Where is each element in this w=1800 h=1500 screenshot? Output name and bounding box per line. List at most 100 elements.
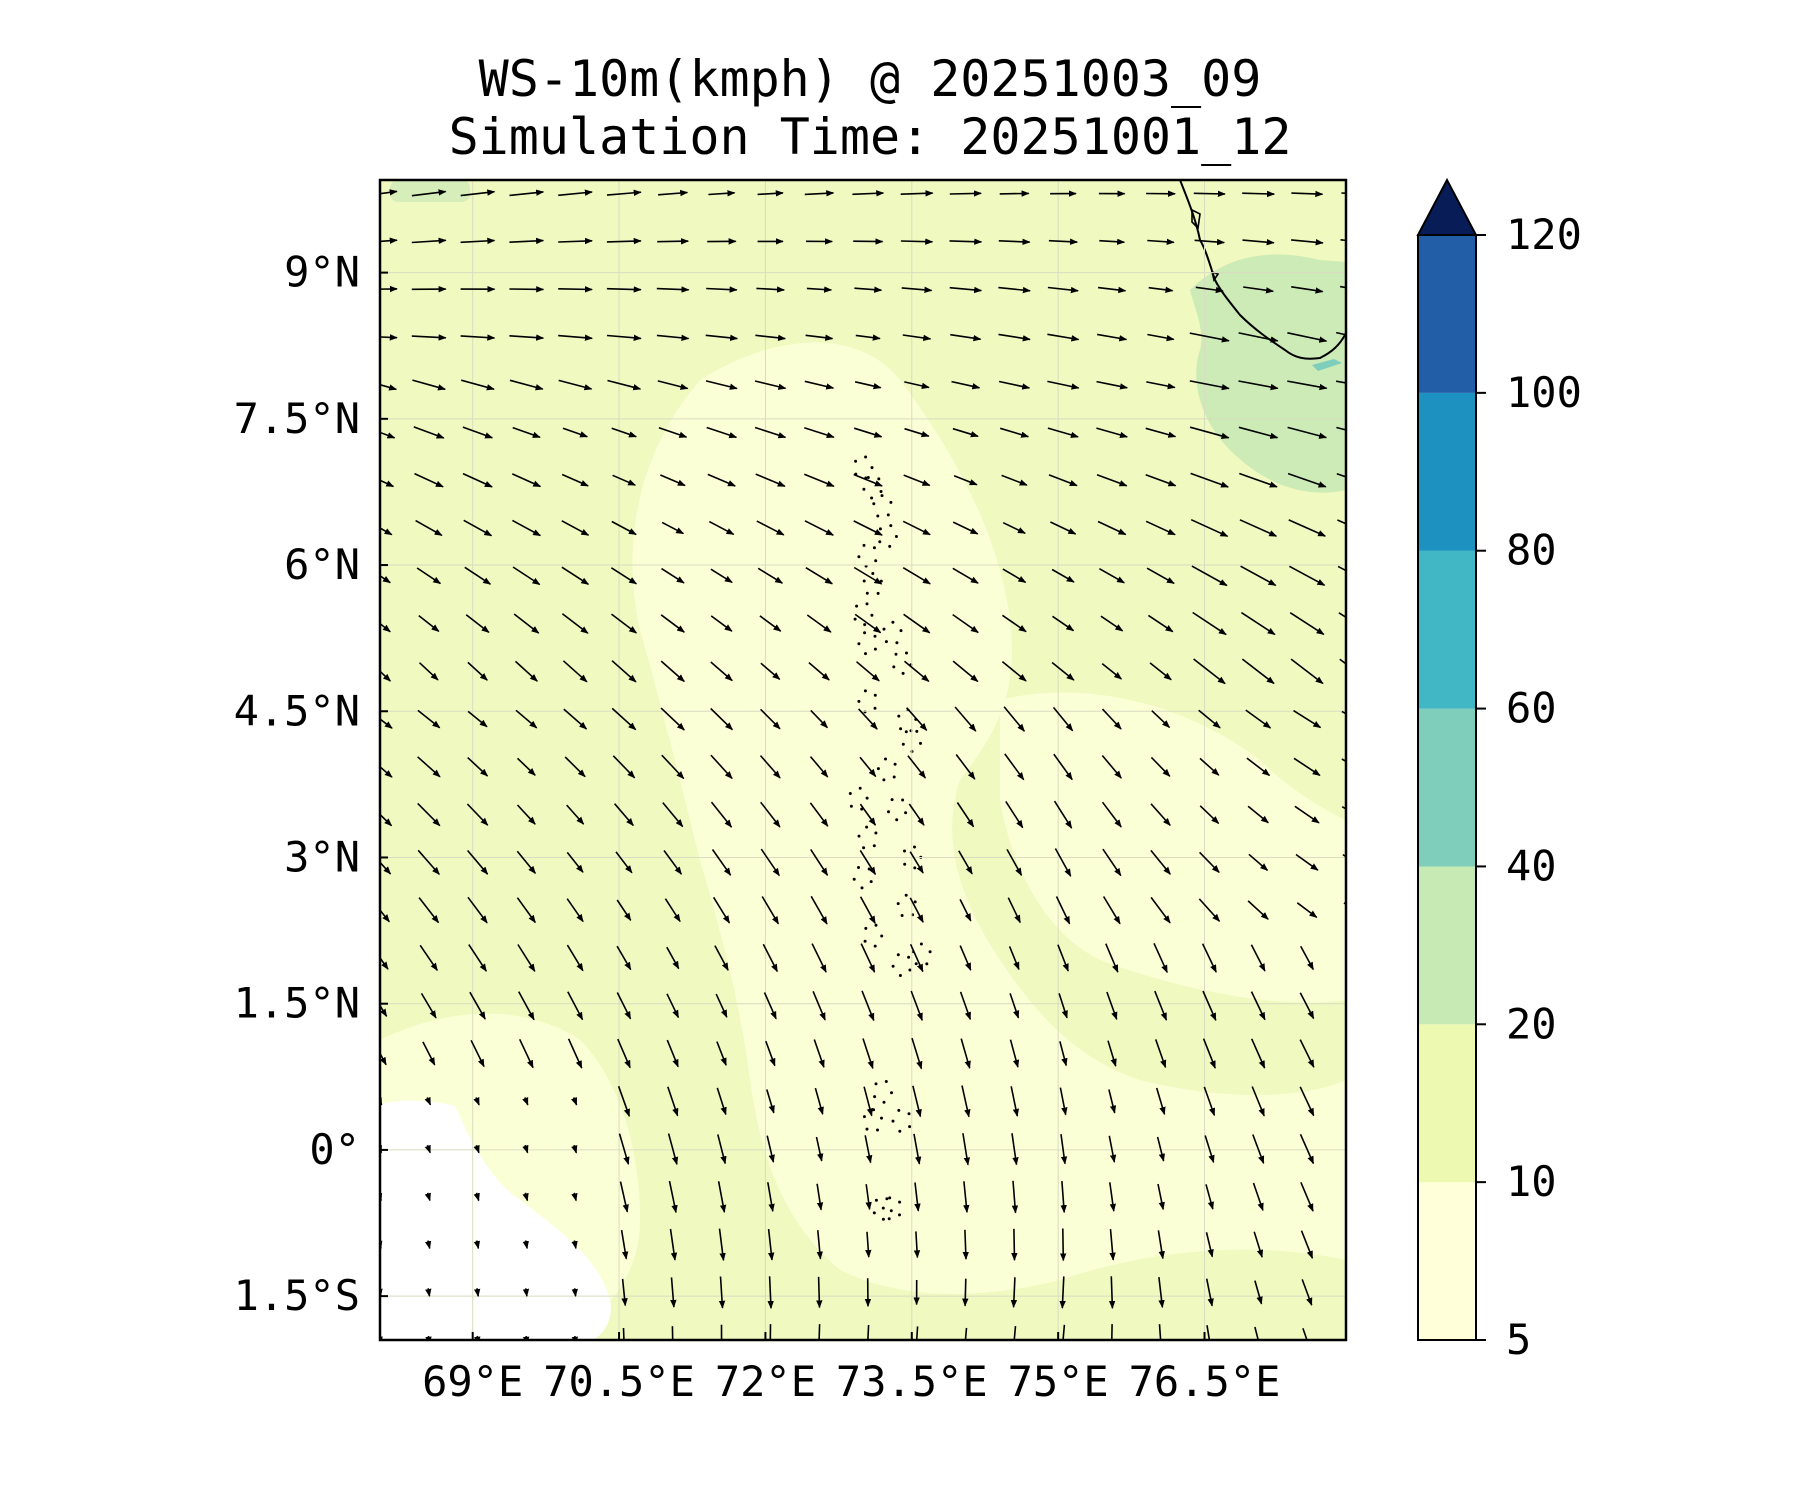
wind-vector bbox=[804, 426, 835, 439]
wind-vector bbox=[417, 709, 441, 729]
wind-vector bbox=[1148, 286, 1174, 293]
x-tick-label: 75°E bbox=[1008, 1357, 1109, 1406]
wind-vector bbox=[1059, 1276, 1066, 1309]
wind-vector bbox=[712, 896, 731, 924]
wind-vector bbox=[1199, 805, 1220, 824]
atoll-dot bbox=[865, 602, 869, 606]
wind-vector bbox=[1337, 565, 1346, 572]
wind-vector bbox=[666, 946, 680, 970]
wind-vector bbox=[1106, 991, 1118, 1021]
wind-vector bbox=[955, 754, 976, 780]
wind-vector bbox=[1006, 849, 1023, 876]
atoll-dot bbox=[882, 778, 886, 782]
wind-vector bbox=[1150, 896, 1171, 924]
wind-vector bbox=[1238, 380, 1279, 391]
wind-vector bbox=[1051, 568, 1075, 583]
wind-vector bbox=[606, 286, 642, 293]
wind-vector bbox=[1060, 1134, 1068, 1165]
wind-vector bbox=[1156, 1136, 1165, 1162]
wind-vector bbox=[1247, 900, 1269, 920]
wind-vector bbox=[380, 479, 395, 488]
atoll-dot bbox=[860, 886, 864, 890]
wind-vector bbox=[855, 661, 880, 682]
wind-vector bbox=[867, 1324, 870, 1340]
wind-vector bbox=[1050, 521, 1077, 535]
atoll-dot bbox=[889, 1209, 893, 1213]
wind-vector bbox=[516, 757, 536, 776]
wind-vector bbox=[754, 426, 787, 439]
wind-vector bbox=[522, 1240, 529, 1250]
wind-vector bbox=[1202, 990, 1217, 1022]
wind-vector bbox=[859, 756, 877, 778]
wind-vector bbox=[1048, 474, 1078, 487]
chart-title: WS-10m(kmph) @ 20251003_09 bbox=[478, 50, 1262, 108]
wind-vector bbox=[1336, 331, 1346, 336]
wind-vector bbox=[414, 472, 444, 488]
wind-vector bbox=[607, 379, 642, 391]
atoll-dot bbox=[874, 559, 878, 563]
atoll-dot bbox=[889, 500, 893, 504]
x-tick-label: 76.5°E bbox=[1129, 1357, 1281, 1406]
atoll-dot bbox=[854, 459, 858, 463]
wind-vector bbox=[514, 660, 538, 682]
atoll-dot bbox=[899, 727, 903, 731]
wind-vector bbox=[1054, 848, 1072, 877]
wind-vector bbox=[1254, 1326, 1260, 1340]
colorbar-label: 80 bbox=[1506, 526, 1557, 575]
wind-vector bbox=[1190, 472, 1229, 488]
wind-vector bbox=[619, 1181, 629, 1213]
wind-vector bbox=[1189, 332, 1230, 343]
atoll-dot bbox=[874, 1198, 878, 1202]
wind-vector bbox=[462, 426, 494, 439]
wind-vector bbox=[903, 474, 931, 487]
wind-vector bbox=[1205, 1232, 1214, 1258]
wind-vector bbox=[1096, 427, 1128, 438]
wind-vector bbox=[708, 520, 735, 536]
wind-vector bbox=[1254, 1280, 1263, 1305]
wind-vector bbox=[1004, 753, 1025, 781]
wind-vector bbox=[754, 380, 787, 390]
wind-vector bbox=[759, 615, 782, 632]
atoll-dot bbox=[898, 1200, 902, 1204]
wind-vector bbox=[1295, 853, 1319, 871]
atoll-dot bbox=[884, 1080, 888, 1083]
atoll-dot bbox=[884, 640, 888, 644]
wind-vector bbox=[1005, 800, 1024, 829]
wind-vector bbox=[765, 1040, 776, 1067]
wind-vector bbox=[762, 943, 779, 973]
wind-vector bbox=[616, 899, 632, 921]
atoll-dot bbox=[890, 798, 894, 802]
wind-vector bbox=[558, 334, 593, 341]
wind-vector bbox=[864, 1135, 873, 1164]
wind-vector bbox=[668, 1180, 678, 1214]
wind-vector bbox=[610, 567, 638, 585]
wind-vector bbox=[657, 380, 689, 390]
atoll-dot bbox=[873, 944, 877, 948]
wind-vector bbox=[962, 1133, 971, 1166]
wind-vector bbox=[757, 567, 784, 584]
wind-vector bbox=[718, 1276, 726, 1309]
coastal-lagoon bbox=[1312, 359, 1342, 371]
wind-vector bbox=[805, 567, 833, 585]
wind-vector bbox=[816, 1230, 823, 1260]
wind-vector bbox=[1238, 332, 1279, 343]
wind-vector bbox=[1101, 801, 1122, 828]
wind-vector bbox=[858, 708, 878, 730]
atoll-dot bbox=[904, 811, 908, 815]
wind-vector bbox=[1247, 805, 1269, 824]
speed-band-5-10-central bbox=[632, 342, 1346, 1294]
wind-vector bbox=[1059, 1041, 1068, 1067]
wind-vector bbox=[411, 334, 447, 341]
wind-vector bbox=[1288, 519, 1327, 537]
wind-vector bbox=[1108, 1135, 1117, 1163]
wind-vector bbox=[567, 991, 584, 1021]
colorbar-label: 40 bbox=[1506, 841, 1557, 890]
atoll-dot bbox=[874, 923, 878, 927]
wind-vector bbox=[1199, 757, 1220, 776]
wind-vector bbox=[1157, 1230, 1165, 1260]
wind-vector bbox=[913, 1133, 922, 1165]
wind-vector bbox=[418, 897, 440, 924]
wind-vector bbox=[425, 1335, 432, 1340]
atoll-dot bbox=[849, 804, 853, 808]
wind-vector bbox=[806, 614, 832, 633]
